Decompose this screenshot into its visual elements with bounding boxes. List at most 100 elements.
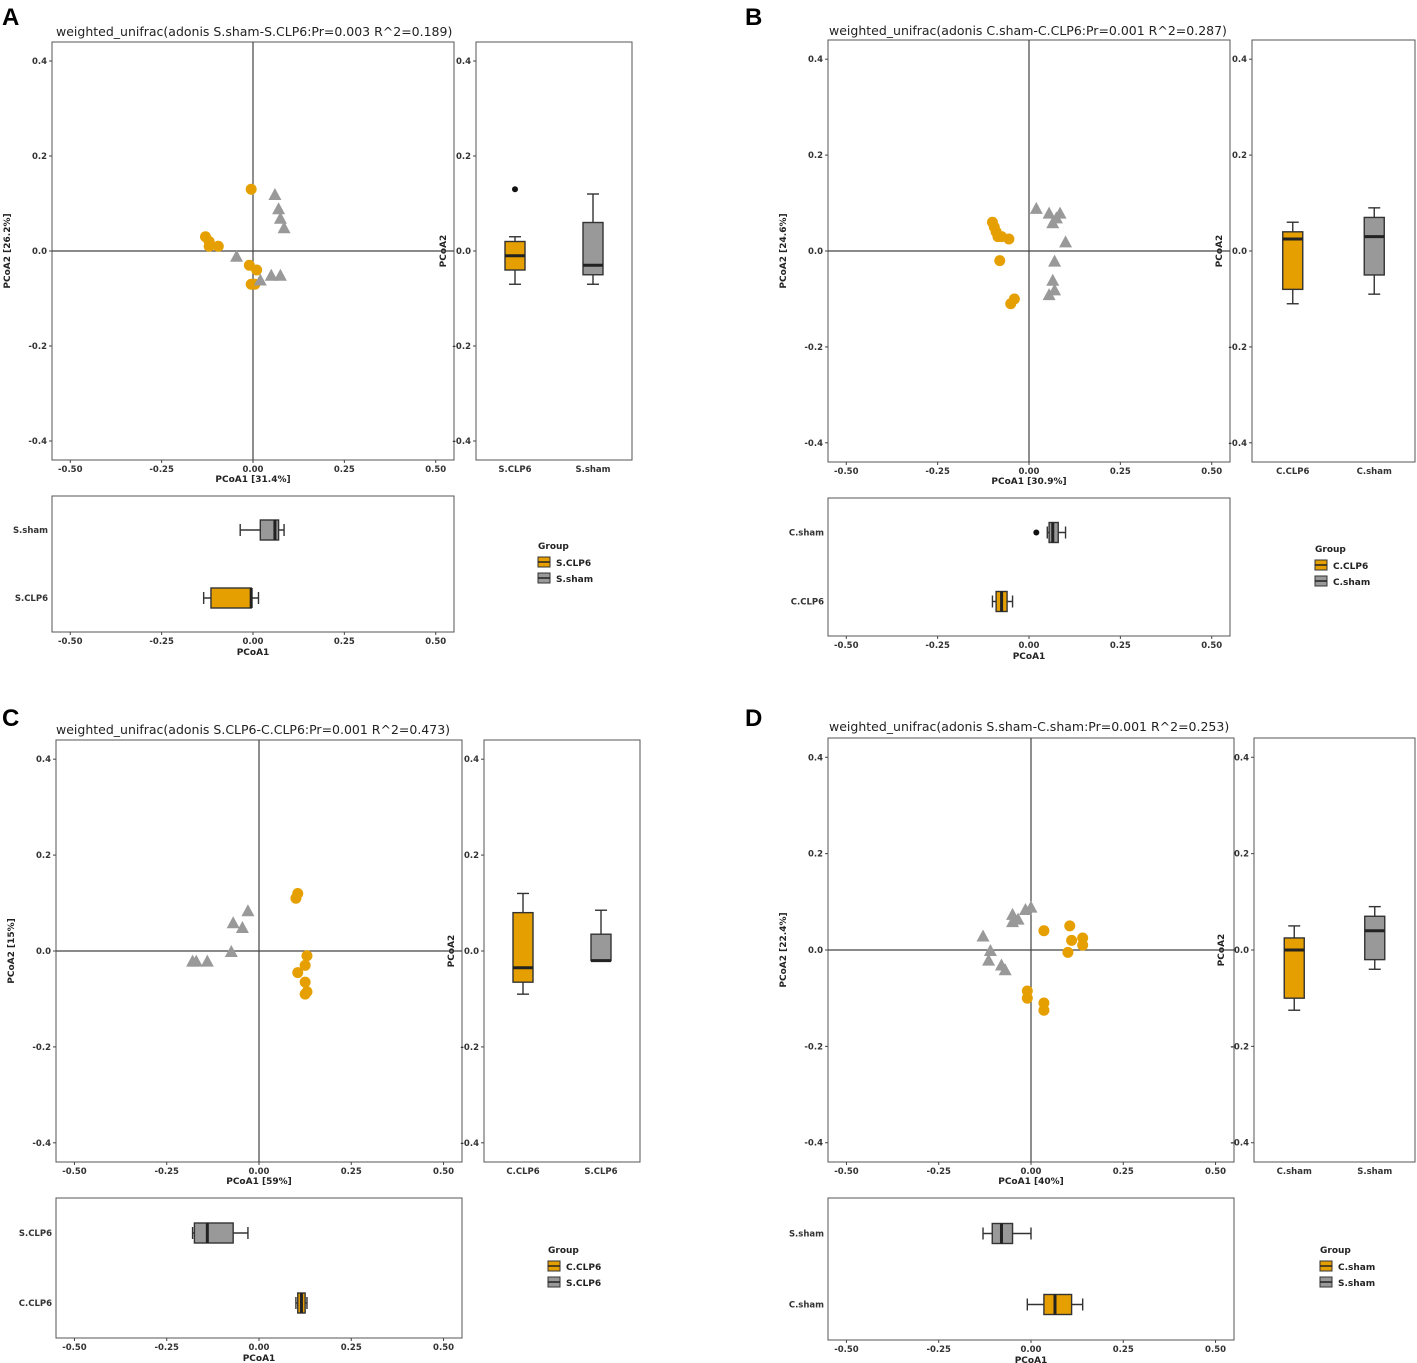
- panel-d-bx-group-label: S.sham: [789, 1230, 824, 1240]
- panel-a-point-s-clp6: [245, 183, 257, 195]
- panel-b-x-tick-label: -0.25: [925, 467, 950, 477]
- panel-b-by-tick-label: -0.2: [1228, 343, 1247, 353]
- panel-b-boxplot-y-label: PCoA2: [1215, 235, 1225, 268]
- panel-b-point-c-sham: [1048, 283, 1062, 296]
- panel-d-point-c-sham: [1064, 920, 1076, 932]
- panel-d-legend-title: Group: [1320, 1246, 1351, 1256]
- panel-b-x-axis-label: PCoA1 [30.9%]: [991, 477, 1066, 487]
- panel-d-bx-tick-label: -0.25: [926, 1345, 951, 1355]
- panel-a-point-s-sham: [273, 268, 287, 281]
- panel-c-boxplot-y-label: PCoA2: [447, 935, 457, 968]
- panel-d-y-tick-label: 0.4: [808, 753, 823, 763]
- panel-letter-b: B: [745, 4, 763, 31]
- panel-c-x-tick-label: -0.25: [154, 1167, 179, 1177]
- panel-a-title: weighted_unifrac(adonis S.sham-S.CLP6:Pr…: [56, 24, 453, 39]
- panel-d-boxplot-y-label: PCoA2: [1217, 934, 1227, 967]
- panel-b-title: weighted_unifrac(adonis C.sham-C.CLP6:Pr…: [829, 23, 1227, 38]
- panel-a-legend-title: Group: [538, 542, 569, 552]
- panel-d-point-c-sham: [1077, 939, 1089, 951]
- panel-d-legend-label: S.sham: [1338, 1279, 1375, 1289]
- panel-c-by-box-s-clp6: [590, 933, 612, 962]
- panel-d-legend-label: C.sham: [1338, 1263, 1375, 1273]
- panel-c-by-tick-label: 0.2: [464, 851, 479, 861]
- panel-c-by-tick-label: 0.4: [464, 755, 479, 765]
- panel-a-x-tick-label: -0.50: [58, 465, 83, 475]
- panel-b-point-c-sham: [1048, 254, 1062, 267]
- panel-b-bx-tick-label: 0.50: [1201, 641, 1222, 651]
- panel-b-point-c-sham: [1046, 273, 1060, 286]
- panel-c-point-s-clp6: [235, 921, 249, 934]
- panel-b-by-tick-label: 0.2: [1232, 151, 1247, 161]
- panel-d-y-tick-label: -0.2: [804, 1042, 823, 1052]
- panel-b-y-tick-label: -0.4: [804, 439, 823, 449]
- panel-a-point-s-clp6: [212, 240, 224, 252]
- panel-d-y-axis-label: PCoA2 [22.4%]: [779, 912, 789, 987]
- panel-a-point-s-sham: [253, 273, 267, 286]
- panel-b-bx-tick-label: -0.50: [834, 641, 859, 651]
- panel-b-point-c-sham: [1029, 201, 1043, 214]
- panel-c-bx-box-s-clp6: [193, 1222, 234, 1244]
- panel-b-boxplot-y-frame: [1251, 39, 1416, 463]
- panel-a-x-tick-label: 0.50: [425, 465, 446, 475]
- panel-a-bx-tick-label: -0.25: [149, 637, 174, 647]
- panel-b-bx-outlier: [1033, 529, 1040, 536]
- panel-b-boxplot-x-frame: [827, 497, 1231, 637]
- panel-c-point-s-clp6: [224, 945, 238, 957]
- panel-c-y-tick-label: 0.0: [36, 947, 51, 957]
- panel-c-bx-tick-label: -0.50: [62, 1343, 87, 1353]
- panel-c-y-tick-label: -0.4: [32, 1139, 51, 1149]
- panel-c-by-group-label: C.CLP6: [506, 1167, 539, 1177]
- panel-a-by-group-label: S.sham: [575, 465, 610, 475]
- panel-d-point-s-sham: [982, 953, 996, 966]
- panel-c-by-tick-label: -0.4: [460, 1139, 479, 1149]
- panel-d-bx-group-label: C.sham: [789, 1301, 824, 1311]
- panel-a-by-tick-label: -0.4: [452, 437, 471, 447]
- panel-d-by-box-c-sham: [1283, 937, 1305, 999]
- panel-c-point-c-clp6: [299, 988, 311, 1000]
- panel-b-by-group-label: C.sham: [1357, 467, 1392, 477]
- panel-d-title: weighted_unifrac(adonis S.sham-C.sham:Pr…: [829, 719, 1230, 734]
- panel-a-boxplot-x-label: PCoA1: [237, 648, 270, 658]
- panel-d-by-tick-label: -0.2: [1230, 1042, 1249, 1052]
- panel-b-point-c-sham: [1049, 211, 1063, 224]
- panel-b-y-tick-label: 0.0: [808, 247, 823, 257]
- panel-b-by-tick-label: -0.4: [1228, 439, 1247, 449]
- panel-d-by-tick-label: 0.2: [1234, 850, 1249, 860]
- panel-c-x-axis-label: PCoA1 [59%]: [226, 1177, 292, 1187]
- panel-a-point-s-sham: [272, 202, 286, 215]
- panel-a-by-box-s-sham: [582, 221, 604, 276]
- panel-b-y-tick-label: -0.2: [804, 343, 823, 353]
- panel-c-title: weighted_unifrac(adonis S.CLP6-C.CLP6:Pr…: [56, 722, 451, 737]
- panel-c-x-tick-label: 0.50: [433, 1167, 454, 1177]
- panel-c-bx-group-label: C.CLP6: [19, 1299, 52, 1309]
- panel-d-y-tick-label: 0.0: [808, 946, 823, 956]
- panel-b-by-box-c-clp6: [1282, 231, 1304, 291]
- panel-a-bx-box-s-clp6: [210, 587, 252, 609]
- panel-a-by-outlier: [512, 186, 518, 193]
- panel-d-by-box-s-sham: [1364, 915, 1386, 961]
- panel-a-point-s-sham: [264, 268, 278, 281]
- panel-a-legend-label: S.sham: [556, 575, 593, 585]
- panel-c-point-s-clp6: [226, 916, 240, 929]
- panel-b-point-c-clp6: [1005, 298, 1017, 310]
- panel-c-by-group-label: S.CLP6: [584, 1167, 617, 1177]
- panel-c-boxplot-y-frame: [483, 739, 641, 1163]
- panel-a-y-tick-label: -0.4: [28, 437, 47, 447]
- panel-a-x-tick-label: 0.25: [334, 465, 355, 475]
- panel-d-point-c-sham: [1038, 1004, 1050, 1016]
- panel-c-y-axis-label: PCoA2 [15%]: [7, 918, 17, 984]
- panel-a-point-s-sham: [230, 249, 244, 262]
- panel-a-by-tick-label: 0.0: [456, 247, 471, 257]
- panel-d-y-tick-label: -0.4: [804, 1139, 823, 1149]
- panel-b-x-tick-label: 0.25: [1110, 467, 1131, 477]
- panel-b-y-tick-label: 0.2: [808, 151, 823, 161]
- panel-b-y-tick-label: 0.4: [808, 55, 823, 65]
- panel-d-x-tick-label: 0.25: [1113, 1167, 1134, 1177]
- panel-b-boxplot-x-label: PCoA1: [1013, 652, 1046, 662]
- panel-c-bx-tick-label: 0.25: [341, 1343, 362, 1353]
- panel-c-by-box-c-clp6: [512, 911, 534, 983]
- panel-b-by-box-c-sham: [1363, 216, 1385, 276]
- panel-d-boxplot-y-frame: [1253, 737, 1416, 1163]
- panel-c-point-c-clp6: [290, 892, 302, 904]
- panel-d-bx-box-c-sham: [1043, 1293, 1073, 1316]
